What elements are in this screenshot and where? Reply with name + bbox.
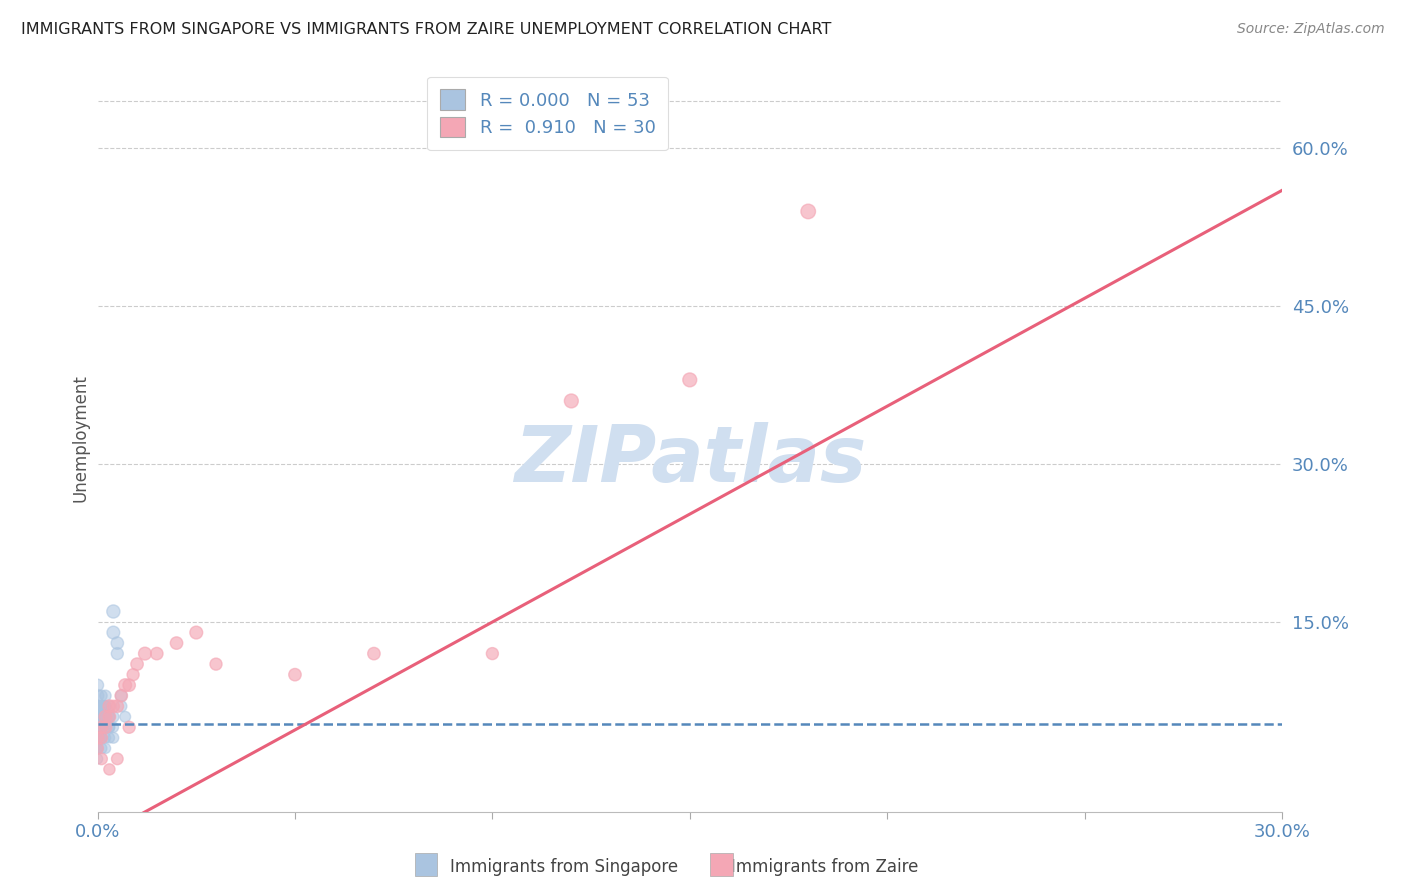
Point [166, 636, 188, 650]
Point [103, 605, 125, 619]
Point [481, 647, 503, 661]
Point [90, 720, 112, 734]
Point [110, 689, 132, 703]
Point [94, 741, 117, 756]
Point [105, 647, 128, 661]
Point [94, 731, 117, 745]
Point [94, 699, 117, 714]
Point [98, 720, 121, 734]
Point [134, 647, 156, 661]
Point [90, 752, 112, 766]
Point [86, 710, 108, 724]
Point [797, 204, 820, 219]
Text: ZIPatlas: ZIPatlas [513, 422, 866, 499]
Point [90, 731, 112, 745]
Point [103, 625, 125, 640]
Point [90, 731, 112, 745]
Point [86, 752, 108, 766]
Point [86, 699, 108, 714]
Point [86, 720, 108, 734]
Point [118, 720, 141, 734]
Legend: R = 0.000   N = 53, R =  0.910   N = 30: R = 0.000 N = 53, R = 0.910 N = 30 [427, 77, 668, 150]
Point [90, 689, 112, 703]
Point [98, 720, 121, 734]
Point [94, 699, 117, 714]
Point [86, 689, 108, 703]
Point [86, 731, 108, 745]
Point [205, 657, 228, 672]
Point [94, 689, 117, 703]
Point [98, 699, 121, 714]
Point [86, 720, 108, 734]
Text: Immigrants from Singapore: Immigrants from Singapore [450, 858, 678, 876]
Point [94, 710, 117, 724]
Point [122, 667, 145, 681]
Point [110, 699, 132, 714]
Point [363, 647, 385, 661]
Point [94, 720, 117, 734]
Text: Source: ZipAtlas.com: Source: ZipAtlas.com [1237, 22, 1385, 37]
Point [90, 731, 112, 745]
Point [90, 720, 112, 734]
Point [86, 720, 108, 734]
Point [94, 720, 117, 734]
Point [90, 699, 112, 714]
Point [146, 647, 169, 661]
Point [86, 678, 108, 692]
Point [90, 699, 112, 714]
Point [86, 741, 108, 756]
Point [114, 678, 136, 692]
Point [98, 710, 121, 724]
Point [114, 710, 136, 724]
Point [98, 710, 121, 724]
Y-axis label: Unemployment: Unemployment [72, 374, 89, 501]
Point [284, 667, 307, 681]
Point [679, 373, 702, 387]
Point [86, 710, 108, 724]
Point [90, 741, 112, 756]
Point [98, 699, 121, 714]
Text: Immigrants from Zaire: Immigrants from Zaire [731, 858, 918, 876]
Point [103, 720, 125, 734]
Point [186, 625, 208, 640]
Point [86, 741, 108, 756]
Point [125, 657, 148, 672]
Point [94, 710, 117, 724]
Point [560, 393, 582, 408]
Point [86, 731, 108, 745]
Point [90, 720, 112, 734]
Point [90, 710, 112, 724]
Point [86, 741, 108, 756]
Point [103, 731, 125, 745]
Point [86, 741, 108, 756]
Point [105, 752, 128, 766]
Point [105, 636, 128, 650]
Point [86, 731, 108, 745]
Point [105, 699, 128, 714]
Point [103, 710, 125, 724]
Point [98, 763, 121, 777]
Point [98, 731, 121, 745]
Point [98, 710, 121, 724]
Point [86, 731, 108, 745]
Point [86, 699, 108, 714]
Point [90, 710, 112, 724]
Point [118, 678, 141, 692]
Text: IMMIGRANTS FROM SINGAPORE VS IMMIGRANTS FROM ZAIRE UNEMPLOYMENT CORRELATION CHAR: IMMIGRANTS FROM SINGAPORE VS IMMIGRANTS … [21, 22, 831, 37]
Point [86, 720, 108, 734]
Point [94, 710, 117, 724]
Point [110, 689, 132, 703]
Point [103, 699, 125, 714]
Point [86, 710, 108, 724]
Point [90, 720, 112, 734]
